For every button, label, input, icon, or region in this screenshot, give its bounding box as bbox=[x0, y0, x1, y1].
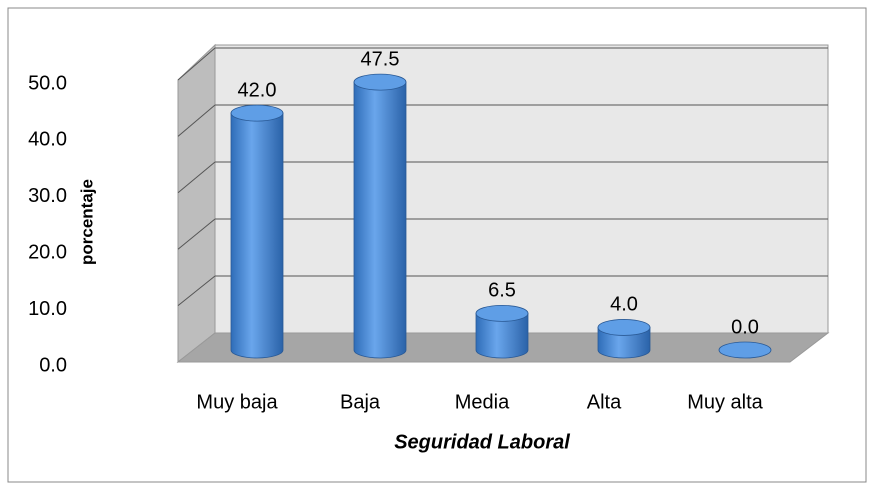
value-label: 0.0 bbox=[731, 316, 759, 338]
x-axis-title: Seguridad Laboral bbox=[394, 431, 570, 453]
bar-top bbox=[597, 319, 651, 336]
y-tick-label: 40.0 bbox=[28, 129, 67, 151]
x-tick-label: Alta bbox=[587, 391, 622, 413]
x-tick-label: Muy baja bbox=[196, 391, 278, 413]
grid-line bbox=[177, 161, 216, 194]
y-tick-label: 0.0 bbox=[39, 354, 67, 376]
x-tick-label: Muy alta bbox=[687, 391, 763, 413]
bar-top bbox=[353, 73, 407, 91]
bar bbox=[353, 81, 407, 359]
y-axis-title: porcentaje bbox=[77, 179, 96, 265]
value-label: 42.0 bbox=[238, 79, 277, 101]
bar-top bbox=[475, 304, 529, 322]
back-wall bbox=[214, 44, 829, 334]
x-tick-label: Media bbox=[455, 391, 510, 413]
x-tick-label: Baja bbox=[340, 391, 381, 413]
grid-line bbox=[177, 218, 216, 250]
y-tick-label: 10.0 bbox=[28, 298, 67, 320]
y-tick-label: 30.0 bbox=[28, 185, 67, 207]
value-label: 4.0 bbox=[610, 294, 638, 316]
grid-line bbox=[177, 104, 216, 137]
y-tick-label: 50.0 bbox=[28, 72, 67, 94]
value-label: 6.5 bbox=[488, 280, 516, 302]
bar bbox=[230, 112, 284, 359]
y-tick-label: 20.0 bbox=[28, 241, 67, 263]
grid-line bbox=[177, 47, 216, 81]
bar bbox=[475, 312, 529, 359]
side-wall bbox=[177, 43, 216, 364]
bar bbox=[597, 327, 651, 359]
bar-top bbox=[718, 341, 772, 359]
bar-top bbox=[230, 104, 284, 122]
grid-line bbox=[177, 275, 216, 306]
value-label: 47.5 bbox=[361, 48, 400, 70]
